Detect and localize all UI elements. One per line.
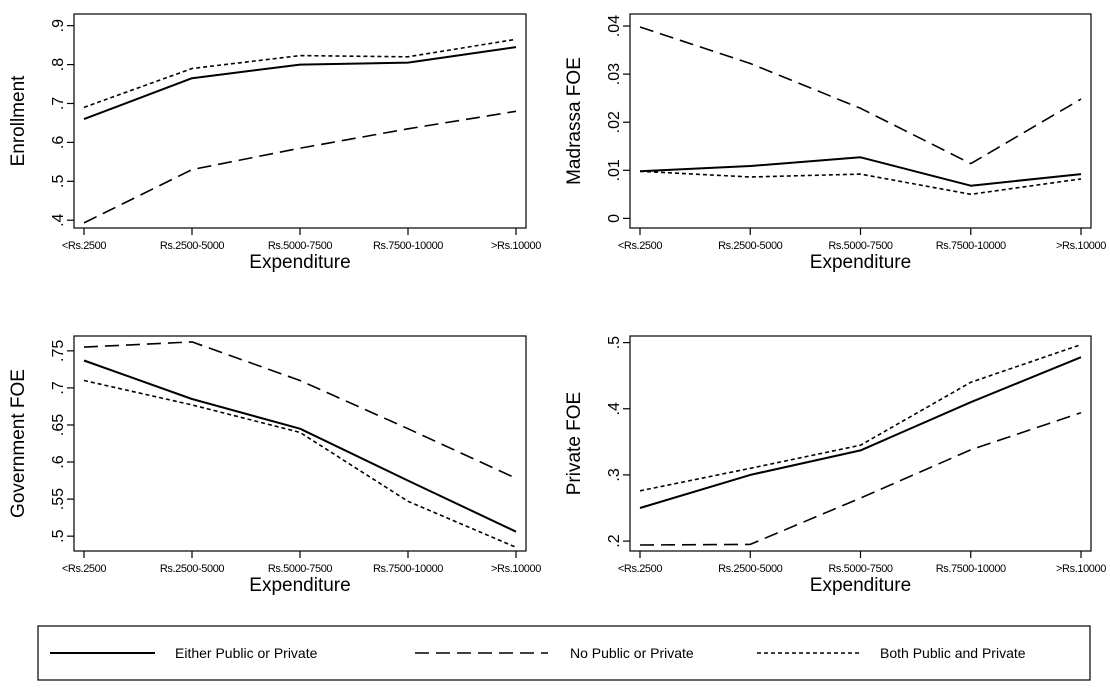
y-tick-label: .7	[50, 97, 67, 110]
x-axis-label: Expenditure	[810, 575, 911, 596]
series-line-nopublic	[639, 411, 1082, 546]
series-line-either	[639, 156, 1082, 187]
y-tick-label: .5	[50, 529, 67, 542]
series-line-either	[83, 46, 517, 121]
x-tick-label: >Rs.10000	[1056, 240, 1106, 252]
y-tick-label: .5	[50, 175, 67, 188]
x-tick-label: Rs.2500-5000	[718, 563, 783, 575]
y-tick-label: .5	[606, 336, 623, 349]
y-tick-label: .4	[606, 402, 623, 415]
y-tick-label: .3	[606, 468, 623, 481]
series-line-either	[639, 356, 1082, 509]
y-tick-label: .65	[50, 414, 67, 436]
x-tick-label: Rs.5000-7500	[828, 240, 893, 252]
legend-label-both: Both Public and Private	[880, 645, 1026, 661]
x-tick-label: Rs.5000-7500	[268, 240, 333, 252]
legend-box	[37, 625, 1091, 681]
x-tick-label: Rs.2500-5000	[160, 563, 225, 575]
y-tick-label: 0	[606, 214, 623, 223]
y-axis-label: Madrassa FOE	[564, 57, 585, 185]
legend-label-either: Either Public or Private	[175, 645, 318, 661]
y-tick-label: .6	[50, 136, 67, 149]
plot-frame	[73, 335, 527, 552]
x-tick-label: Rs.7500-10000	[936, 563, 1006, 575]
series-line-both	[639, 343, 1082, 492]
x-tick-label: Rs.7500-10000	[373, 240, 443, 252]
series-line-either	[83, 359, 517, 533]
y-tick-label: .75	[50, 340, 67, 362]
series-line-nopublic	[83, 341, 517, 480]
legend-label-nopublic: No Public or Private	[570, 645, 694, 661]
chart-panel-3: .5 .55 .6 .65 .7 .75 <Rs.2500 Rs.2500-5000 Rs.50…	[8, 335, 542, 596]
series-line-both	[639, 170, 1082, 196]
x-tick-label: >Rs.10000	[1056, 563, 1106, 575]
chart-panels: .4 .5 .6 .7 .8 .9 <Rs.2500 Rs.2500-5000 Rs.5000-…	[8, 13, 1107, 596]
x-axis-label: Expenditure	[810, 252, 911, 273]
series-line-both	[83, 38, 517, 109]
y-tick-label: .04	[606, 15, 623, 37]
x-tick-label: <Rs.2500	[62, 563, 106, 575]
series-line-nopublic	[639, 26, 1082, 165]
series-line-nopublic	[83, 110, 517, 224]
x-tick-label: Rs.7500-10000	[373, 563, 443, 575]
y-tick-label: .6	[50, 455, 67, 468]
chart-panel-1: .4 .5 .6 .7 .8 .9 <Rs.2500 Rs.2500-5000 Rs.5000-…	[8, 13, 542, 273]
y-tick-label: .2	[606, 534, 623, 547]
x-tick-label: Rs.2500-5000	[718, 240, 783, 252]
y-axis-label: Private FOE	[564, 392, 585, 495]
x-tick-label: Rs.2500-5000	[160, 240, 225, 252]
y-tick-label: .9	[50, 19, 67, 32]
chart-panel-2: 0 .01 .02 .03 .04 <Rs.2500 Rs.2500-5000 Rs.5000…	[564, 13, 1107, 273]
x-tick-label: <Rs.2500	[618, 563, 662, 575]
y-tick-label: .4	[50, 213, 67, 226]
x-tick-label: <Rs.2500	[62, 240, 106, 252]
y-tick-label: .03	[606, 63, 623, 85]
y-tick-label: .55	[50, 488, 67, 510]
x-tick-label: Rs.5000-7500	[828, 563, 893, 575]
x-tick-label: >Rs.10000	[491, 563, 541, 575]
y-axis-label: Enrollment	[8, 75, 29, 167]
series-line-both	[83, 379, 517, 549]
y-axis-label: Government FOE	[8, 369, 29, 518]
x-tick-label: Rs.5000-7500	[268, 563, 333, 575]
x-axis-label: Expenditure	[249, 575, 350, 596]
chart-panel-4: .2 .3 .4 .5 <Rs.2500 Rs.2500-5000 Rs.5000-7500…	[564, 335, 1107, 596]
plot-frame	[629, 335, 1092, 552]
y-tick-label: .7	[50, 381, 67, 394]
x-tick-label: >Rs.10000	[491, 240, 541, 252]
y-tick-label: .8	[50, 58, 67, 71]
x-tick-label: Rs.7500-10000	[936, 240, 1006, 252]
legend: Either Public or Private No Public or Pri…	[37, 625, 1091, 681]
x-tick-label: <Rs.2500	[618, 240, 662, 252]
y-tick-label: .02	[606, 111, 623, 133]
y-tick-label: .01	[606, 159, 623, 181]
plot-frame	[629, 13, 1092, 229]
x-axis-label: Expenditure	[249, 252, 350, 273]
